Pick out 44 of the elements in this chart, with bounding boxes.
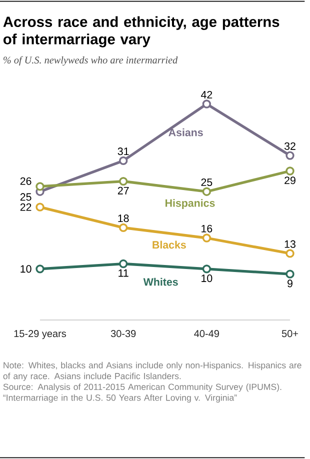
chart-title: Across race and ethnicity, age patterns of intermarriage vary <box>3 16 280 48</box>
data-label: 27 <box>118 186 129 194</box>
source-note: Source: Analysis of 2011-2015 American Community Survey (IPUMS). <box>3 384 282 392</box>
data-label: 25 <box>201 178 212 186</box>
point <box>119 156 128 166</box>
point <box>119 223 128 232</box>
data-label: 10 <box>202 274 212 282</box>
data-label: 9 <box>288 280 292 288</box>
data-label: 26 <box>20 177 32 185</box>
data-label: 18 <box>118 214 129 222</box>
point <box>202 264 212 274</box>
data-label: 11 <box>118 269 128 277</box>
point <box>286 166 294 176</box>
point <box>36 182 44 191</box>
series-label: Whites <box>143 278 178 286</box>
point <box>202 187 212 196</box>
point <box>286 249 294 258</box>
x-tick-label: 50+ <box>282 330 298 338</box>
x-tick-label: 30-39 <box>110 330 136 338</box>
data-label: 25 <box>20 193 32 201</box>
text: Note: Whites, blacks and Asians include only non-Hispanics. Hispanics are of any race. Asians include Pacific Islanders. <box>3 362 302 381</box>
data-label: 22 <box>20 203 32 211</box>
x-tick-label: 15-29 years <box>14 330 66 340</box>
data-label: 13 <box>284 240 296 248</box>
point <box>119 259 128 268</box>
point <box>202 234 212 242</box>
point <box>119 176 128 186</box>
data-label: 16 <box>202 224 212 232</box>
data-label: 10 <box>20 265 32 273</box>
point <box>286 270 294 278</box>
point <box>202 100 212 108</box>
point <box>36 202 44 212</box>
series-label: Hispanics <box>166 199 215 209</box>
series-label: Asians <box>168 128 203 136</box>
series-label: Blacks <box>152 240 186 249</box>
data-label: 42 <box>200 90 212 98</box>
chart-subtitle: % of U.S. newlyweds who are intermarried <box>4 56 178 66</box>
data-label: 31 <box>118 148 129 156</box>
x-tick-label: 40-49 <box>194 330 219 338</box>
text: “Intermarriage in the U.S. 50 Years After Loving v. Virginia” <box>3 394 237 403</box>
data-label: 29 <box>284 176 296 184</box>
point <box>36 264 44 274</box>
data-label: 32 <box>284 142 296 150</box>
point <box>286 151 294 160</box>
